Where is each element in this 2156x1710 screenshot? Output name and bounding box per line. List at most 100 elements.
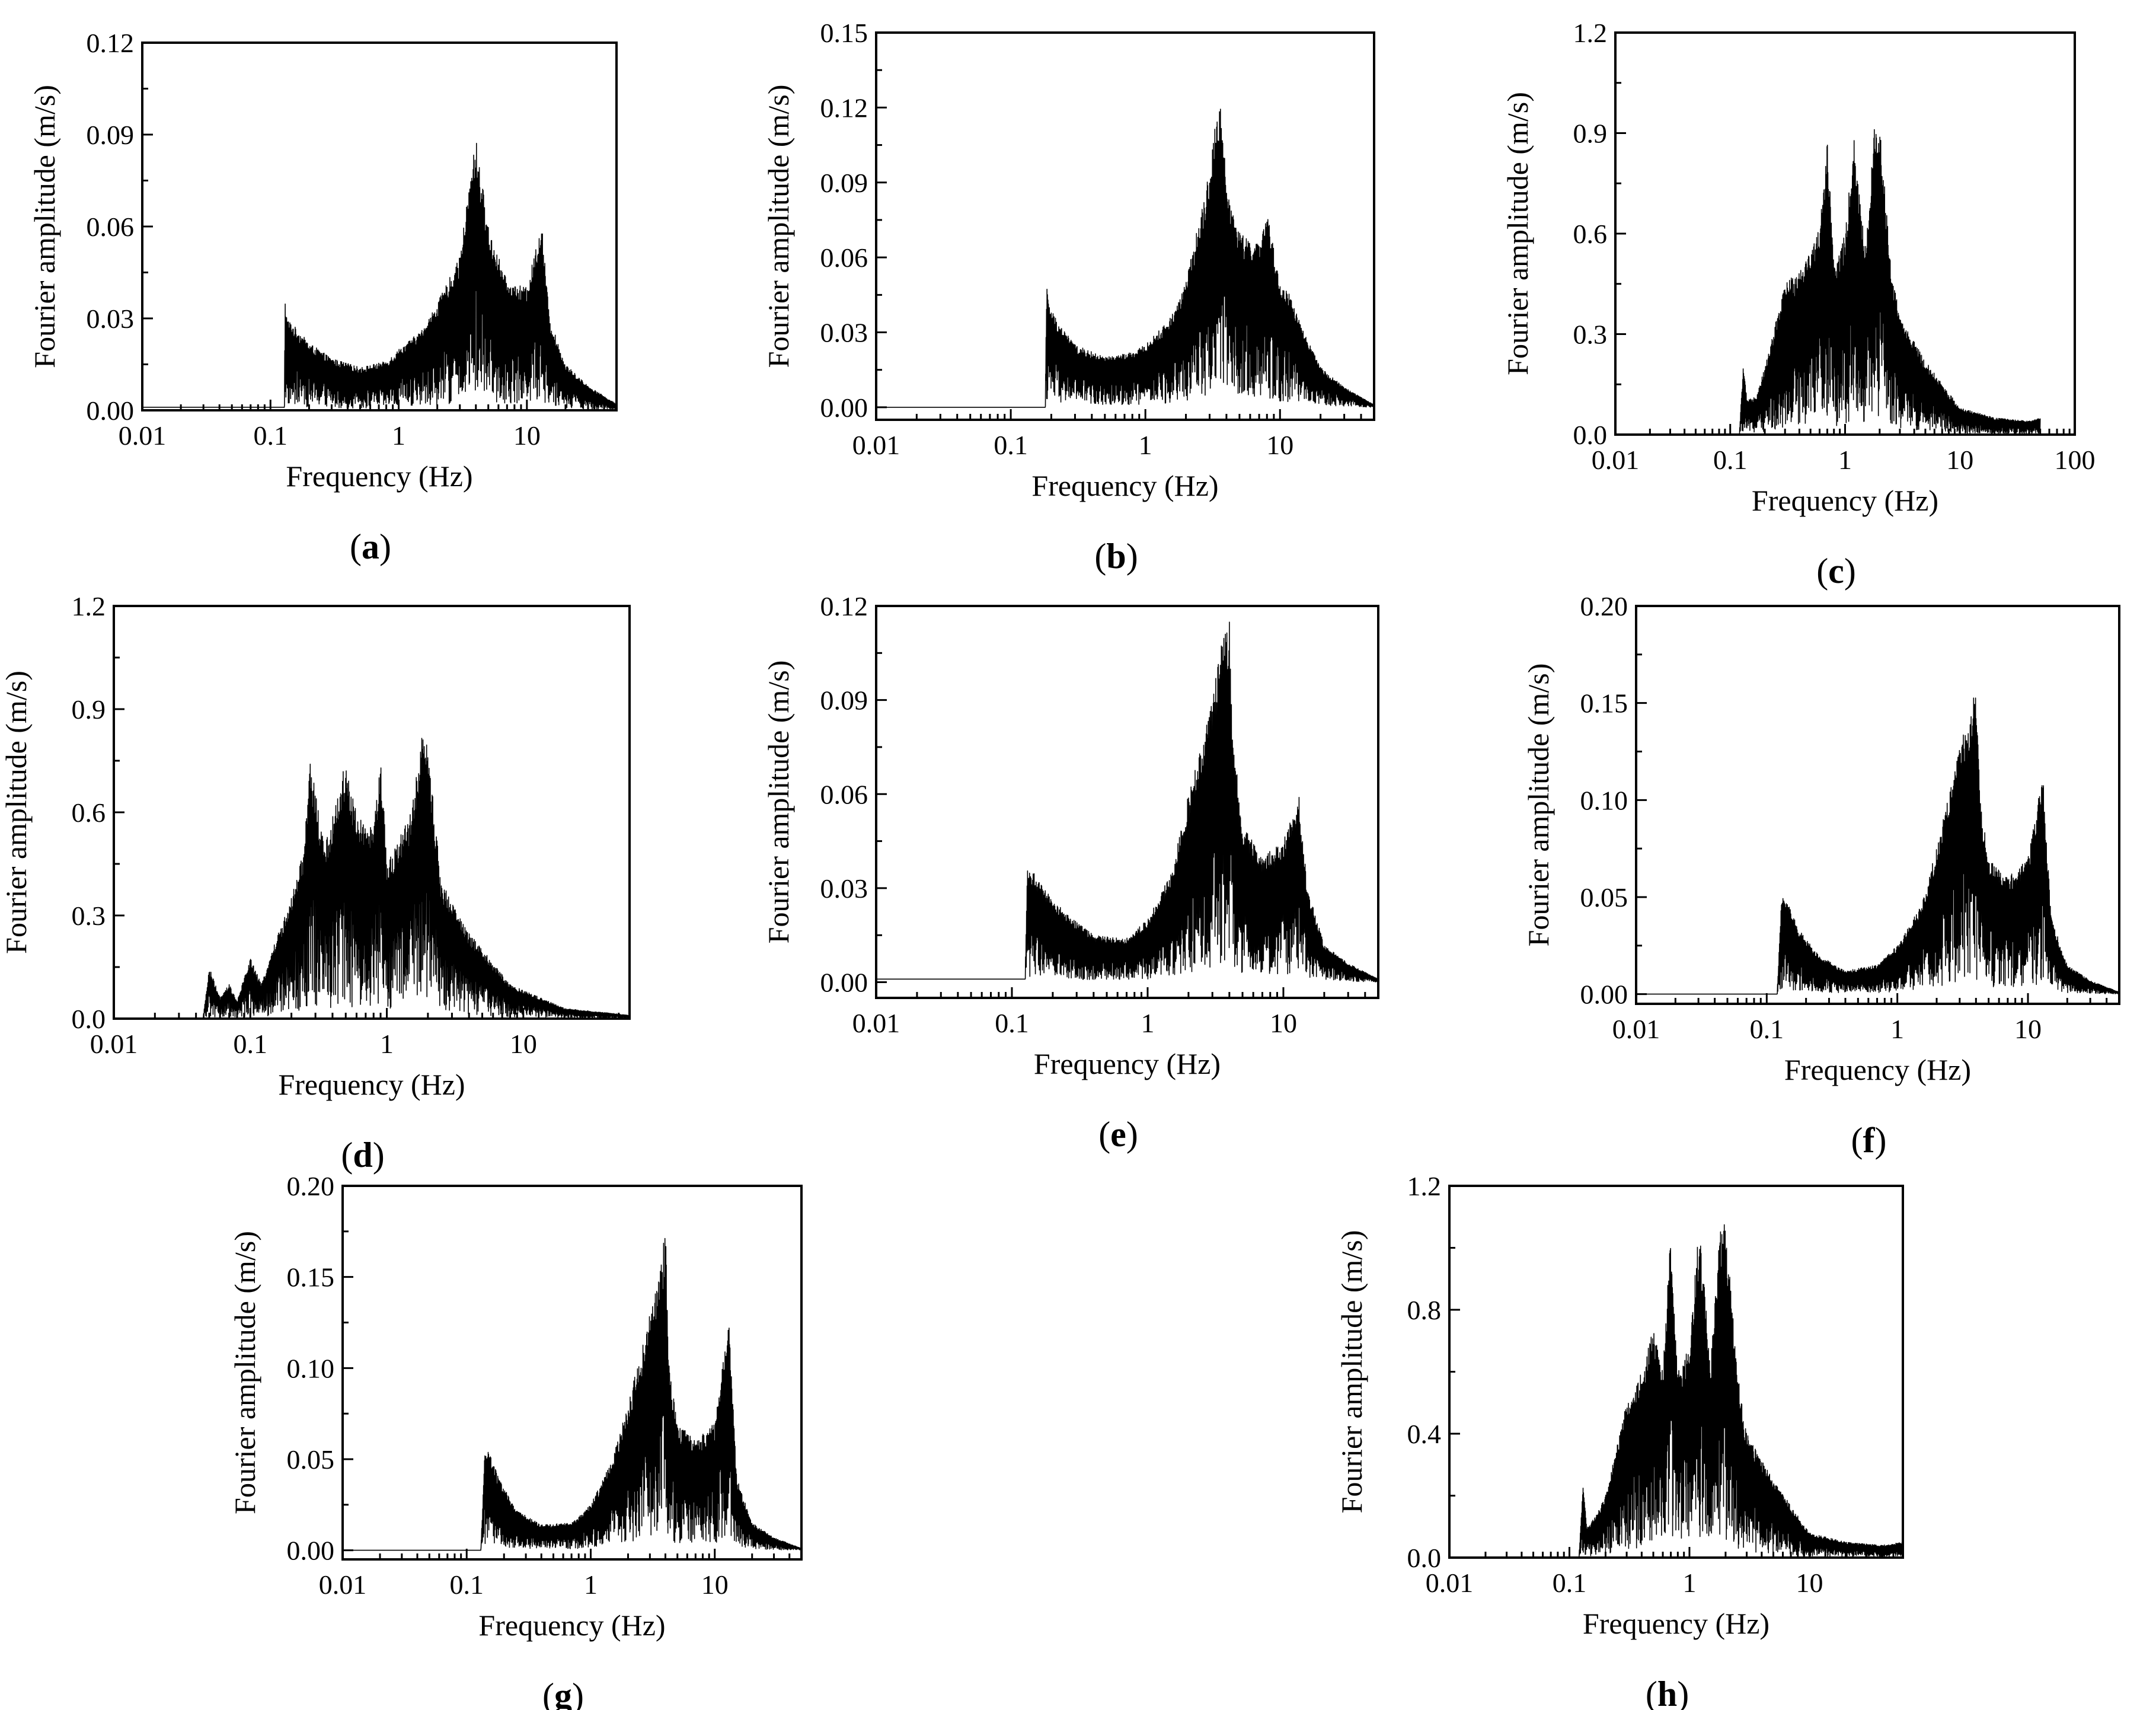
y-tick-label: 0.06 bbox=[87, 212, 135, 242]
x-tick-label: 10 bbox=[510, 1029, 537, 1059]
y-tick-label: 0.12 bbox=[87, 28, 135, 58]
x-tick-label: 0.1 bbox=[1713, 445, 1748, 475]
panel-label: (f) bbox=[1851, 1121, 1887, 1160]
y-tick-label: 0.0 bbox=[72, 1004, 106, 1034]
chart-panel-c: 0.01 0.1 1 10 100 0.0 0.3 0.6 0.9 1.2 Frequency (H… bbox=[1501, 18, 2096, 591]
y-tick-label: 0.10 bbox=[287, 1353, 335, 1383]
x-tick-label: 10 bbox=[1266, 430, 1293, 460]
y-tick-label: 0.6 bbox=[1573, 219, 1608, 249]
spectrum-line bbox=[343, 1237, 802, 1551]
y-tick-label: 0.10 bbox=[1580, 785, 1628, 815]
panel-label: (b) bbox=[1094, 537, 1138, 576]
spectrum-line bbox=[1636, 697, 2120, 995]
spectrum-line bbox=[114, 738, 630, 1019]
plot-frame bbox=[113, 605, 631, 1020]
x-tick-label: 1 bbox=[584, 1569, 598, 1600]
chart-panel-e: 0.01 0.1 1 10 0.00 0.03 0.06 0.09 0.12 Frequency … bbox=[762, 591, 1379, 1154]
x-tick-label: 1 bbox=[1890, 1014, 1904, 1044]
y-tick-label: 0.00 bbox=[87, 395, 135, 426]
x-tick-label: 0.1 bbox=[254, 420, 288, 451]
spectrum-line bbox=[876, 109, 1375, 408]
x-tick-label: 0.1 bbox=[1553, 1568, 1587, 1598]
x-axis-label: Frequency (Hz) bbox=[278, 1068, 465, 1101]
y-axis-label: Fourier amplitude (m/s) bbox=[228, 1231, 261, 1514]
x-tick-label: 1 bbox=[1682, 1568, 1696, 1598]
y-tick-label: 0.8 bbox=[1407, 1295, 1442, 1325]
y-tick-label: 0.09 bbox=[820, 685, 868, 716]
y-axis-label: Fourier amplitude (m/s) bbox=[762, 661, 795, 944]
y-tick-label: 0.0 bbox=[1573, 420, 1608, 450]
y-tick-label: 0.6 bbox=[72, 797, 106, 828]
chart-panel-d: 0.01 0.1 1 10 0.0 0.3 0.6 0.9 1.2 Frequency (Hz) F… bbox=[0, 591, 631, 1175]
x-axis-label: Frequency (Hz) bbox=[1583, 1607, 1769, 1640]
panel-label: (c) bbox=[1816, 551, 1856, 591]
x-tick-label: 0.1 bbox=[995, 1008, 1029, 1038]
y-tick-label: 0.00 bbox=[1580, 980, 1628, 1010]
x-tick-label: 10 bbox=[1270, 1008, 1297, 1038]
x-tick-label: 1 bbox=[392, 420, 405, 451]
y-tick-label: 0.03 bbox=[820, 318, 868, 348]
x-tick-label: 0.01 bbox=[90, 1029, 138, 1059]
y-tick-label: 0.15 bbox=[287, 1262, 335, 1293]
x-tick-label: 100 bbox=[2055, 445, 2096, 475]
y-tick-label: 0.00 bbox=[820, 393, 868, 423]
x-tick-label: 10 bbox=[1946, 445, 1973, 475]
y-tick-label: 0.9 bbox=[1573, 119, 1608, 149]
x-axis-label: Frequency (Hz) bbox=[1784, 1053, 1971, 1086]
x-tick-label: 0.01 bbox=[1592, 445, 1640, 475]
x-tick-label: 1 bbox=[1838, 445, 1852, 475]
chart-panel-g: 0.01 0.1 1 10 0.00 0.05 0.10 0.15 0.20 Frequency … bbox=[228, 1171, 803, 1710]
x-tick-label: 10 bbox=[1796, 1568, 1823, 1598]
y-tick-label: 0.3 bbox=[72, 901, 106, 931]
y-axis-label: Fourier amplitude (m/s) bbox=[1522, 663, 1555, 947]
y-tick-label: 0.00 bbox=[287, 1536, 335, 1566]
y-tick-label: 0.20 bbox=[287, 1171, 335, 1201]
chart-panel-h: 0.01 0.1 1 10 0.0 0.4 0.8 1.2 Frequency (Hz) Four… bbox=[1335, 1171, 1904, 1710]
y-tick-label: 0.09 bbox=[820, 168, 868, 198]
y-tick-label: 0.12 bbox=[820, 591, 868, 621]
x-tick-label: 0.01 bbox=[119, 420, 167, 451]
panel-label: (a) bbox=[350, 527, 391, 566]
chart-panel-f: 0.01 0.1 1 10 0.00 0.05 0.10 0.15 0.20 Frequency … bbox=[1522, 591, 2120, 1160]
spectrum-line bbox=[1615, 129, 2041, 435]
y-tick-label: 1.2 bbox=[1573, 18, 1608, 48]
spectrum-line bbox=[876, 621, 1379, 982]
y-tick-label: 0.03 bbox=[820, 873, 868, 904]
chart-panel-a: 0.01 0.1 1 10 0.00 0.03 0.06 0.09 0.12 Frequency … bbox=[28, 28, 618, 566]
y-axis-label: Fourier amplitude (m/s) bbox=[762, 85, 795, 368]
x-tick-label: 0.01 bbox=[1426, 1568, 1474, 1598]
x-tick-label: 10 bbox=[513, 420, 541, 451]
y-tick-label: 0.05 bbox=[287, 1444, 335, 1475]
panel-label: (e) bbox=[1098, 1115, 1138, 1154]
y-tick-label: 1.2 bbox=[72, 591, 106, 621]
y-tick-label: 0.00 bbox=[820, 968, 868, 998]
y-tick-label: 0.15 bbox=[820, 18, 868, 48]
y-tick-label: 0.03 bbox=[87, 304, 135, 334]
x-tick-label: 1 bbox=[1141, 1008, 1154, 1038]
x-tick-label: 1 bbox=[380, 1029, 394, 1059]
x-tick-label: 0.01 bbox=[852, 430, 900, 460]
panel-label: (h) bbox=[1646, 1674, 1689, 1710]
x-tick-label: 0.01 bbox=[852, 1008, 900, 1038]
x-axis-label: Frequency (Hz) bbox=[478, 1609, 665, 1642]
x-tick-label: 10 bbox=[701, 1569, 729, 1600]
x-tick-label: 0.1 bbox=[1750, 1014, 1784, 1044]
y-axis-label: Fourier amplitude (m/s) bbox=[0, 671, 33, 954]
chart-panel-b: 0.01 0.1 1 10 0.00 0.03 0.06 0.09 0.12 0.15 Freque… bbox=[762, 18, 1375, 576]
spectrum-line bbox=[1449, 1224, 1903, 1558]
panel-label: (d) bbox=[341, 1135, 384, 1175]
y-tick-label: 0.15 bbox=[1580, 688, 1628, 719]
y-tick-label: 0.9 bbox=[72, 694, 106, 725]
y-tick-label: 0.09 bbox=[87, 120, 135, 150]
x-tick-label: 1 bbox=[1139, 430, 1152, 460]
x-tick-label: 0.1 bbox=[449, 1569, 484, 1600]
y-tick-label: 0.0 bbox=[1407, 1543, 1442, 1573]
x-axis-label: Frequency (Hz) bbox=[1752, 484, 1938, 517]
y-axis-label: Fourier amplitude (m/s) bbox=[1335, 1230, 1368, 1514]
y-axis-label: Fourier amplitude (m/s) bbox=[1501, 92, 1534, 375]
y-tick-label: 0.4 bbox=[1407, 1419, 1442, 1449]
y-tick-label: 0.12 bbox=[820, 92, 868, 123]
x-tick-label: 0.01 bbox=[1612, 1014, 1660, 1044]
y-tick-label: 0.05 bbox=[1580, 882, 1628, 913]
